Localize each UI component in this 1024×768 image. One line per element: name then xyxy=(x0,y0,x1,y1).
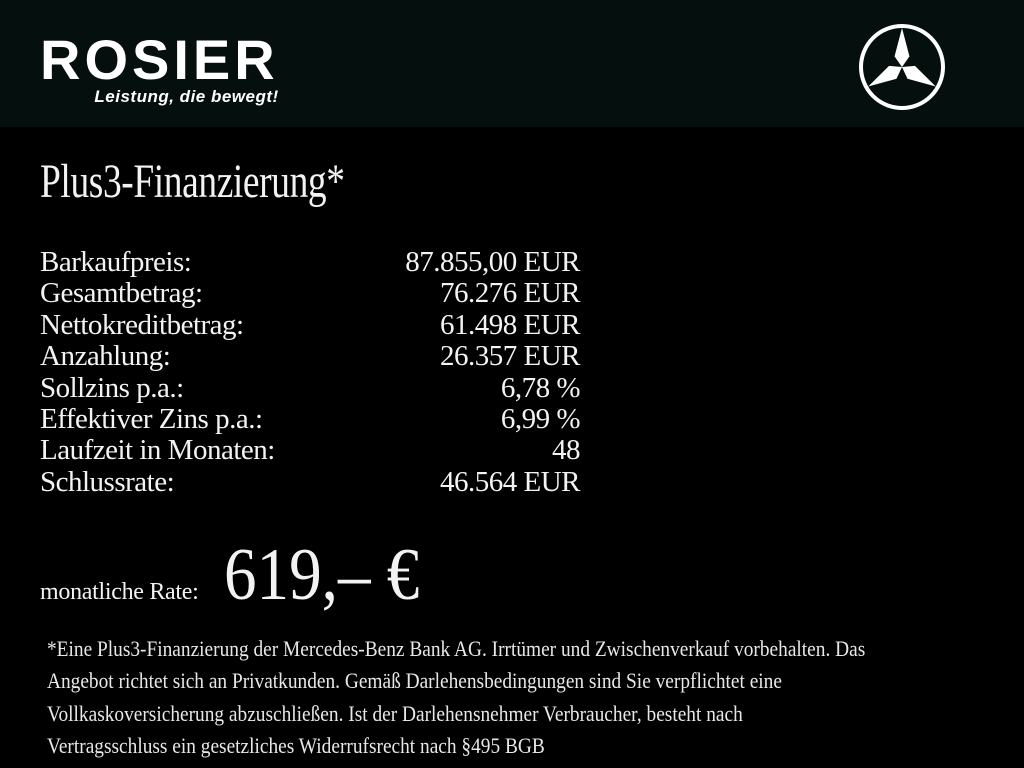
header-bar: ROSIER Leistung, die bewegt! xyxy=(0,0,1024,127)
finance-value: 61.498 EUR xyxy=(440,308,581,341)
finance-label: Effektiver Zins p.a.: xyxy=(40,403,263,436)
finance-row-nettokreditbetrag: Nettokreditbetrag: 61.498 EUR xyxy=(40,308,581,341)
finance-value: 87.855,00 EUR xyxy=(405,246,580,278)
disclaimer-line: Vollkaskoversicherung abzuschließen. Ist… xyxy=(47,700,743,726)
finance-value: 48 xyxy=(552,434,581,467)
finance-label: Nettokreditbetrag: xyxy=(40,308,244,341)
finance-row-laufzeit: Laufzeit in Monaten: 48 xyxy=(40,434,581,467)
finance-label: Gesamtbetrag: xyxy=(40,277,203,310)
finance-table: Barkaufpreis: 87.855,00 EUR Gesamtbetrag… xyxy=(40,246,581,498)
monthly-rate-label: monatliche Rate: xyxy=(40,579,199,605)
disclaimer-line: Angebot richtet sich an Privatkunden. Ge… xyxy=(47,668,782,694)
disclaimer-line: *Eine Plus3-Finanzierung der Mercedes-Be… xyxy=(47,636,866,661)
finance-value: 76.276 EUR xyxy=(440,277,581,310)
finance-label: Sollzins p.a.: xyxy=(40,371,184,404)
finance-row-anzahlung: Anzahlung: 26.357 EUR xyxy=(40,340,581,373)
finance-label: Schlussrate: xyxy=(40,465,175,498)
dealer-tagline: Leistung, die bewegt! xyxy=(94,87,279,106)
finance-row-barkaufpreis: Barkaufpreis: 87.855,00 EUR xyxy=(40,246,580,278)
mercedes-star-icon xyxy=(859,24,945,110)
finance-row-schlussrate: Schlussrate: 46.564 EUR xyxy=(40,465,581,498)
disclaimer-line: Vertragsschluss ein gesetzliches Widerru… xyxy=(47,733,545,759)
dealer-wordmark: ROSIER xyxy=(40,28,279,91)
page-title: Plus3-Finanzierung* xyxy=(40,155,345,208)
finance-value: 6,78 % xyxy=(500,371,581,404)
finance-row-effektiver-zins: Effektiver Zins p.a.: 6,99 % xyxy=(40,403,581,436)
disclaimer-text: *Eine Plus3-Finanzierung der Mercedes-Be… xyxy=(47,633,865,763)
monthly-rate-value: 619,– € xyxy=(224,534,420,616)
finance-row-sollzins: Sollzins p.a.: 6,78 % xyxy=(40,371,581,404)
finance-label: Laufzeit in Monaten: xyxy=(40,434,275,467)
monthly-rate-line: monatliche Rate: 619,– € xyxy=(40,538,446,612)
finance-value: 46.564 EUR xyxy=(440,465,581,498)
finance-label: Barkaufpreis: xyxy=(40,246,192,278)
finance-label: Anzahlung: xyxy=(40,340,171,373)
finance-value: 26.357 EUR xyxy=(440,340,581,373)
dealer-logo: ROSIER Leistung, die bewegt! xyxy=(40,28,279,107)
finance-row-gesamtbetrag: Gesamtbetrag: 76.276 EUR xyxy=(40,277,581,310)
finance-value: 6,99 % xyxy=(500,403,581,436)
